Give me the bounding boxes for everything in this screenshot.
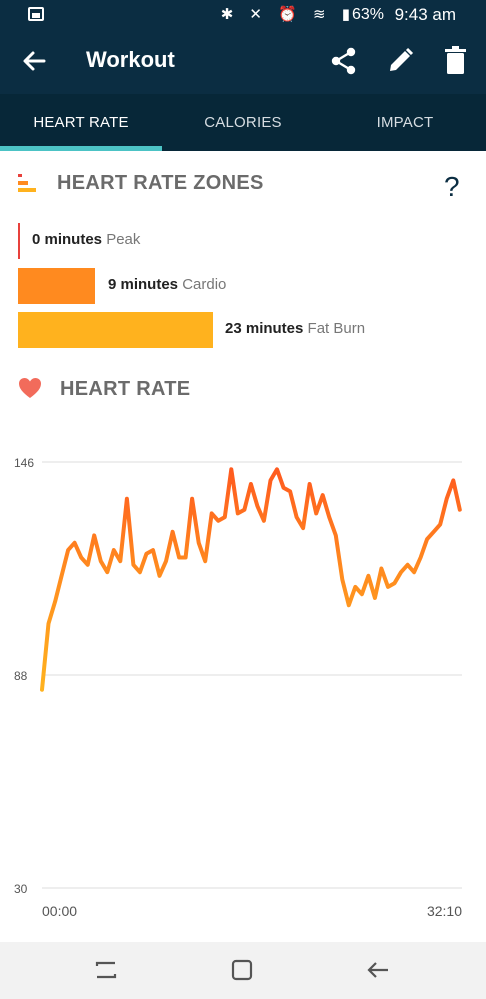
home-icon[interactable] (228, 958, 256, 982)
status-icons: ✱ ✕ ⏰ ≋ ▮ (220, 6, 356, 23)
zone-peak-bar (18, 223, 20, 259)
heart-rate-title: HEART RATE (60, 378, 191, 400)
tab-calories[interactable]: CALORIES (204, 114, 282, 131)
zone-peak-text: 0 minutes Peak (32, 231, 140, 248)
system-nav-bar (0, 942, 486, 999)
edit-pencil-icon[interactable] (384, 44, 416, 78)
zone-peak-row: 0 minutes Peak (18, 223, 318, 259)
zone-cardio-bar (18, 268, 95, 304)
recent-apps-icon[interactable] (92, 958, 120, 982)
back-nav-icon[interactable] (364, 958, 392, 982)
tab-heart-rate[interactable]: HEART RATE (33, 114, 129, 131)
zone-fatburn-row: 23 minutes Fat Burn (18, 312, 418, 348)
help-button[interactable]: ? (444, 171, 460, 202)
heart-rate-series-line (40, 467, 462, 692)
heart-icon (19, 378, 41, 398)
clock: 9:43 am (394, 5, 456, 24)
tab-impact[interactable]: IMPACT (376, 114, 434, 131)
zones-title: HEART RATE ZONES (57, 172, 264, 194)
app-bar: Workout (0, 30, 486, 94)
share-icon[interactable] (328, 44, 360, 78)
status-bar: ✱ ✕ ⏰ ≋ ▮ 63% 9:43 am (0, 0, 486, 30)
zone-cardio-label: Cardio (182, 276, 227, 293)
battery-level: 63% (351, 6, 384, 23)
zone-cardio-minutes: 9 minutes (108, 276, 179, 293)
heart-rate-chart: 146 88 30 00:00 32:10 (14, 456, 462, 919)
zone-fatburn-text: 23 minutes Fat Burn (225, 320, 365, 337)
y-tick-label: 30 (14, 882, 28, 896)
zone-peak-label: Peak (106, 231, 141, 248)
gallery-notification-icon (28, 7, 44, 21)
zone-fatburn-minutes: 23 minutes (225, 320, 304, 337)
delete-trash-icon[interactable] (440, 44, 472, 78)
zone-cardio-text: 9 minutes Cardio (108, 276, 226, 293)
zones-icon (18, 174, 36, 192)
y-tick-label: 146 (14, 456, 34, 470)
back-arrow-icon[interactable] (20, 44, 48, 78)
tab-bar: HEART RATE CALORIES IMPACT (0, 94, 486, 151)
zone-cardio-row: 9 minutes Cardio (18, 268, 318, 304)
zone-fatburn-label: Fat Burn (307, 320, 366, 337)
zone-fatburn-bar (18, 312, 213, 348)
x-tick-label: 32:10 (427, 903, 462, 919)
active-tab-indicator (0, 146, 162, 151)
x-tick-label: 00:00 (42, 903, 77, 919)
zone-peak-minutes: 0 minutes (32, 231, 103, 248)
y-tick-label: 88 (14, 669, 28, 683)
page-title: Workout (86, 47, 175, 72)
